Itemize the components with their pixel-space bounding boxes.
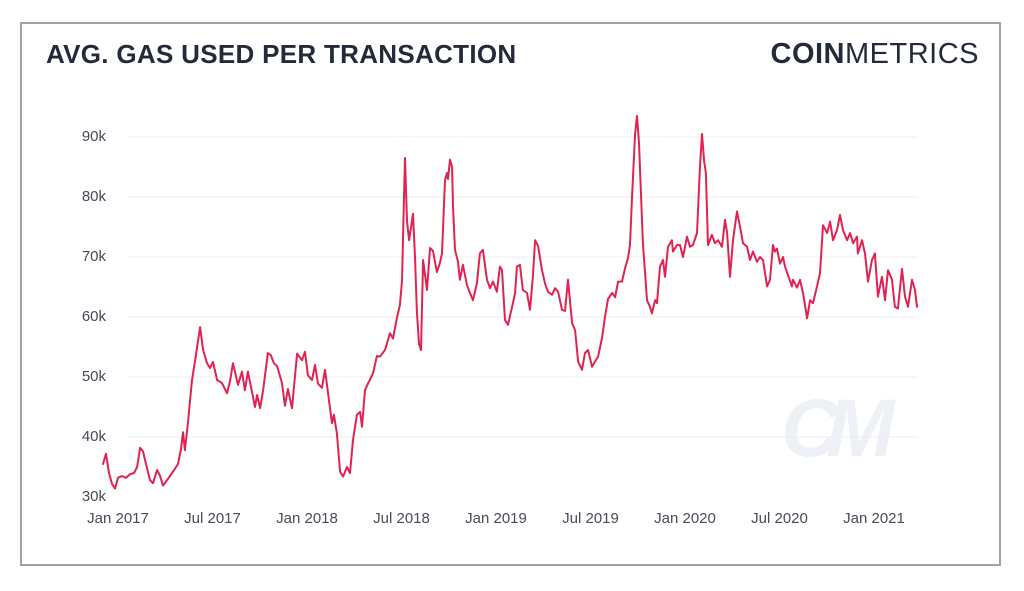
x-tick-label-Jul-2019: Jul 2019	[562, 510, 619, 527]
chart-header: AVG. GAS USED PER TRANSACTION COINMETRIC…	[46, 38, 979, 84]
y-tick-label-90k: 90k	[81, 128, 106, 145]
logo-metrics-text: METRICS	[845, 38, 979, 70]
y-tick-label-50k: 50k	[81, 368, 106, 385]
y-tick-label-40k: 40k	[81, 428, 106, 445]
y-tick-label-30k: 30k	[81, 488, 106, 505]
logo-coin-text: COIN	[770, 38, 845, 70]
x-tick-label-Jan-2019: Jan 2019	[465, 510, 527, 527]
chart-title: AVG. GAS USED PER TRANSACTION	[46, 39, 517, 69]
y-tick-label-80k: 80k	[81, 188, 106, 205]
watermark-cm-logo: CM	[781, 383, 894, 474]
series-line	[102, 115, 918, 490]
x-tick-label-Jan-2020: Jan 2020	[654, 510, 716, 527]
x-tick-label-Jul-2018: Jul 2018	[373, 510, 430, 527]
x-tick-label-Jul-2020: Jul 2020	[751, 510, 808, 527]
y-tick-label-70k: 70k	[81, 248, 106, 265]
x-tick-label-Jan-2017: Jan 2017	[87, 510, 149, 527]
y-tick-label-60k: 60k	[81, 308, 106, 325]
x-tick-label-Jul-2017: Jul 2017	[184, 510, 241, 527]
x-tick-label-Jan-2021: Jan 2021	[843, 510, 905, 527]
coinmetrics-logo: COINMETRICS	[771, 38, 980, 71]
chart-card: AVG. GAS USED PER TRANSACTION COINMETRIC…	[20, 22, 1001, 566]
x-tick-label-Jan-2018: Jan 2018	[276, 510, 338, 527]
